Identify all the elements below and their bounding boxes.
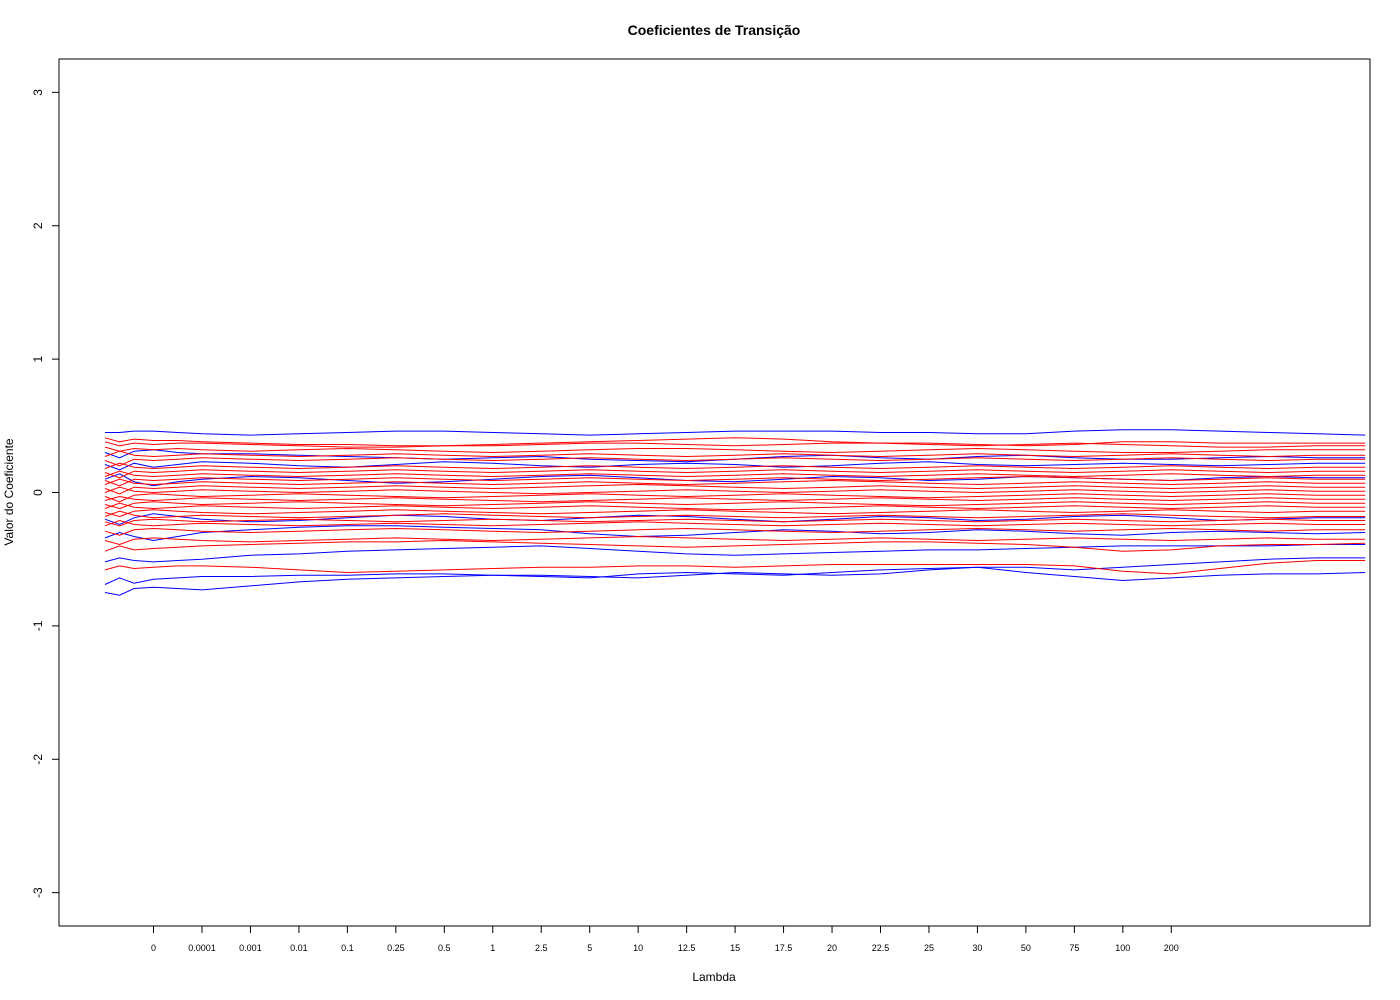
series-layer: [104, 429, 1366, 596]
x-tick-label: 0.0001: [188, 943, 216, 953]
x-tick-label: 22.5: [872, 943, 890, 953]
series-line-red: [104, 450, 1366, 458]
x-tick-label: 12.5: [678, 943, 696, 953]
series-line-red: [104, 478, 1366, 486]
x-tick-label: 0.01: [290, 943, 308, 953]
series-line-red: [104, 469, 1366, 479]
series-line-red: [104, 493, 1366, 503]
series-line-red: [104, 457, 1366, 467]
x-axis-label: Lambda: [692, 970, 736, 984]
y-tick-label: -3: [31, 887, 45, 898]
series-line-blue: [104, 557, 1366, 585]
series-line-blue: [104, 544, 1366, 563]
x-tick-label: 0.1: [341, 943, 354, 953]
x-tick-label: 100: [1115, 943, 1130, 953]
x-tick-label: 25: [924, 943, 934, 953]
x-tick-label: 0.5: [438, 943, 451, 953]
series-line-red: [104, 519, 1366, 527]
x-tick-label: 2.5: [535, 943, 548, 953]
y-tick-label: 2: [31, 222, 45, 229]
y-tick-label: 1: [31, 355, 45, 362]
series-line-red: [104, 560, 1366, 575]
series-line-red: [104, 502, 1366, 511]
x-tick-label: 10: [633, 943, 643, 953]
series-line-red: [104, 446, 1366, 454]
series-line-red: [104, 539, 1366, 552]
series-line-red: [104, 510, 1366, 519]
series-line-red: [104, 518, 1366, 527]
x-tick-label: 5: [587, 943, 592, 953]
series-line-red: [104, 470, 1366, 478]
x-tick-label: 20: [827, 943, 837, 953]
y-tick-label: -2: [31, 754, 45, 765]
series-line-red: [104, 486, 1366, 495]
x-tick-label: 200: [1164, 943, 1179, 953]
y-tick-label: 0: [31, 489, 45, 496]
x-axis: 0 0.0001 0.001 0.01 0.1 0.25 0.5 1 2.5 5 10 12.5 15 1…: [151, 926, 1179, 953]
series-line-red: [104, 441, 1366, 448]
x-tick-label: 0.001: [239, 943, 262, 953]
series-line-red: [104, 509, 1366, 518]
y-tick-label: -1: [31, 620, 45, 631]
x-tick-label: 15: [730, 943, 740, 953]
x-tick-label: 50: [1021, 943, 1031, 953]
x-tick-label: 30: [972, 943, 982, 953]
series-line-red: [104, 437, 1366, 447]
x-tick-label: 17.5: [775, 943, 793, 953]
series-line-red: [104, 535, 1366, 546]
series-line-blue: [105, 429, 1366, 436]
chart-title: Coeficientes de Transição: [628, 22, 801, 38]
y-axis-label: Valor do Coeficiente: [2, 438, 16, 546]
x-tick-label: 1: [490, 943, 495, 953]
series-line-blue: [104, 566, 1366, 596]
series-line-red: [104, 527, 1366, 536]
series-line-red: [104, 475, 1366, 487]
series-line-red: [104, 462, 1366, 470]
series-line-red: [104, 501, 1366, 510]
x-tick-label: 0: [151, 943, 156, 953]
y-axis: -3 -2 -1 0 1 2 3: [31, 89, 59, 898]
x-tick-label: 75: [1069, 943, 1079, 953]
x-tick-label: 0.25: [387, 943, 405, 953]
series-line-red: [104, 495, 1366, 503]
series-line-blue: [104, 461, 1366, 471]
series-line-blue: [104, 525, 1366, 542]
y-tick-label: 3: [31, 89, 45, 96]
series-line-red: [104, 483, 1366, 495]
